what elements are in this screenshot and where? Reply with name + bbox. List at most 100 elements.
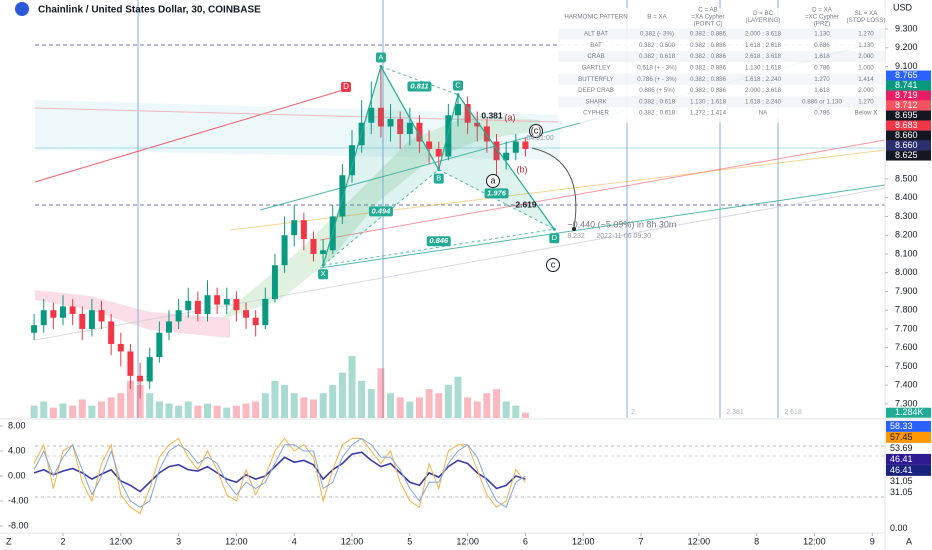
price-tag-label: 8.660 — [895, 140, 918, 150]
label-box — [341, 82, 351, 92]
table-cell: 0.886 (+ 5%) — [639, 87, 675, 94]
candle-body — [522, 141, 529, 149]
candle-body — [349, 145, 356, 176]
volume-bar — [126, 380, 134, 418]
table-cell: 2.000 ; 3.618 — [745, 87, 782, 94]
ratio-box — [407, 81, 432, 92]
volume-bar — [155, 401, 163, 418]
table-cell: 1.272 ; 1.414 — [690, 110, 727, 117]
projection-arrow-head — [572, 227, 576, 231]
table-row — [558, 39, 885, 51]
volume-bar — [348, 356, 356, 418]
volume-bar — [69, 405, 77, 418]
toolbar-button[interactable]: Z — [6, 536, 12, 546]
x-tick-label: 12:00 — [225, 536, 248, 546]
trend-line — [319, 184, 886, 269]
x-tick-label: 12:00 — [110, 536, 133, 546]
y-tick-label: 9.200 — [895, 42, 918, 52]
volume-tag — [886, 407, 931, 418]
axis-tag — [886, 486, 931, 498]
table-cell: BUTTERFLY — [578, 76, 614, 83]
x-tick-label: 12:00 — [456, 536, 479, 546]
candle-body — [454, 103, 461, 116]
volume-bar — [59, 403, 67, 418]
axis-tag — [886, 475, 931, 487]
y-tick-label: 7.400 — [895, 380, 918, 390]
ratio-label: 0.811 — [410, 82, 428, 91]
table-cell: 2.618 ; 3.618 — [745, 53, 782, 60]
volume-bar — [40, 401, 48, 418]
table-cell: 0.382 ; 0.886 — [690, 87, 727, 94]
volume-bar — [146, 393, 154, 418]
y-tick-label: 7.700 — [895, 323, 918, 333]
candle-body — [117, 343, 124, 352]
candle-body — [146, 357, 153, 382]
candle-body — [377, 107, 384, 127]
volume-bar — [107, 397, 115, 418]
price-tag-label: 8.695 — [895, 110, 918, 120]
x-tick-label: 12:00 — [572, 536, 595, 546]
y-tick-label: 9.100 — [895, 61, 918, 71]
annotation: 2 — [631, 409, 635, 416]
candle-body — [127, 351, 134, 376]
candle-body — [79, 313, 86, 329]
table-cell: 1.618 — [814, 87, 830, 94]
price-tag — [886, 110, 931, 121]
volume-bar — [261, 393, 269, 418]
candle-body — [108, 321, 115, 344]
ratio-box — [368, 206, 393, 217]
volume-bar — [377, 368, 385, 418]
table-cell: 0.382 ; 0.618 — [639, 53, 676, 60]
table-cell: 1.130 ; 1.618 — [690, 98, 727, 105]
candle-body — [60, 306, 67, 318]
table-cell: 1.270 — [814, 76, 830, 83]
volume-bar — [281, 384, 289, 418]
volume-bar — [290, 393, 298, 418]
table-cell: 1.130 ; 1.618 — [745, 65, 782, 72]
table-cell: BAT — [590, 42, 602, 49]
table-cell: GARTLEY — [582, 65, 611, 72]
candle-body — [69, 306, 76, 314]
candle-body — [31, 325, 38, 333]
table-cell: 1.270 — [858, 31, 874, 38]
x-tick-label: 12:00 — [803, 536, 826, 546]
table-row — [558, 62, 885, 74]
table-cell: 0.382 ; 0.886 — [690, 65, 727, 72]
axis-tag-label: 31.05 — [890, 476, 913, 486]
table-header: =XC Cypher — [805, 14, 839, 21]
volume-bar — [117, 393, 125, 418]
table-cell: 1.618 ; 2.240 — [745, 76, 782, 83]
price-tag-label: 8.741 — [895, 80, 918, 90]
x-tick-label: 4 — [292, 536, 297, 546]
price-tag-label: 8.683 — [895, 120, 918, 130]
ratio-label: 0.846 — [429, 236, 449, 245]
candle-body — [503, 152, 510, 161]
table-cell: 1.130 — [858, 42, 874, 49]
table-row — [558, 107, 885, 119]
ratio-label: 1.976 — [487, 188, 507, 197]
price-tag — [886, 70, 931, 81]
table-row — [558, 85, 885, 96]
toolbar-button[interactable]: A — [906, 536, 912, 546]
candle-body — [397, 118, 404, 134]
y-tick-label: 7.900 — [895, 286, 918, 296]
x-tick-label: 2 — [60, 536, 65, 546]
projection-arrow — [531, 147, 577, 229]
volume-bar — [213, 405, 221, 418]
wave-circle — [529, 124, 543, 138]
annotation: 0.381 — [481, 110, 503, 120]
volume-bar — [242, 403, 250, 418]
projection-date: 2022-11-06 09:30 — [596, 233, 651, 240]
pattern-point — [456, 93, 460, 97]
candle-body — [50, 310, 57, 318]
ratio-box — [484, 188, 509, 199]
volume-bar — [204, 403, 212, 418]
projection-change: −0.440 (−5.09%) in 8h 30m — [567, 220, 676, 230]
point-box — [549, 233, 560, 244]
volume-bar — [396, 397, 404, 418]
axis-tag — [886, 420, 931, 432]
candle-body — [214, 295, 221, 305]
